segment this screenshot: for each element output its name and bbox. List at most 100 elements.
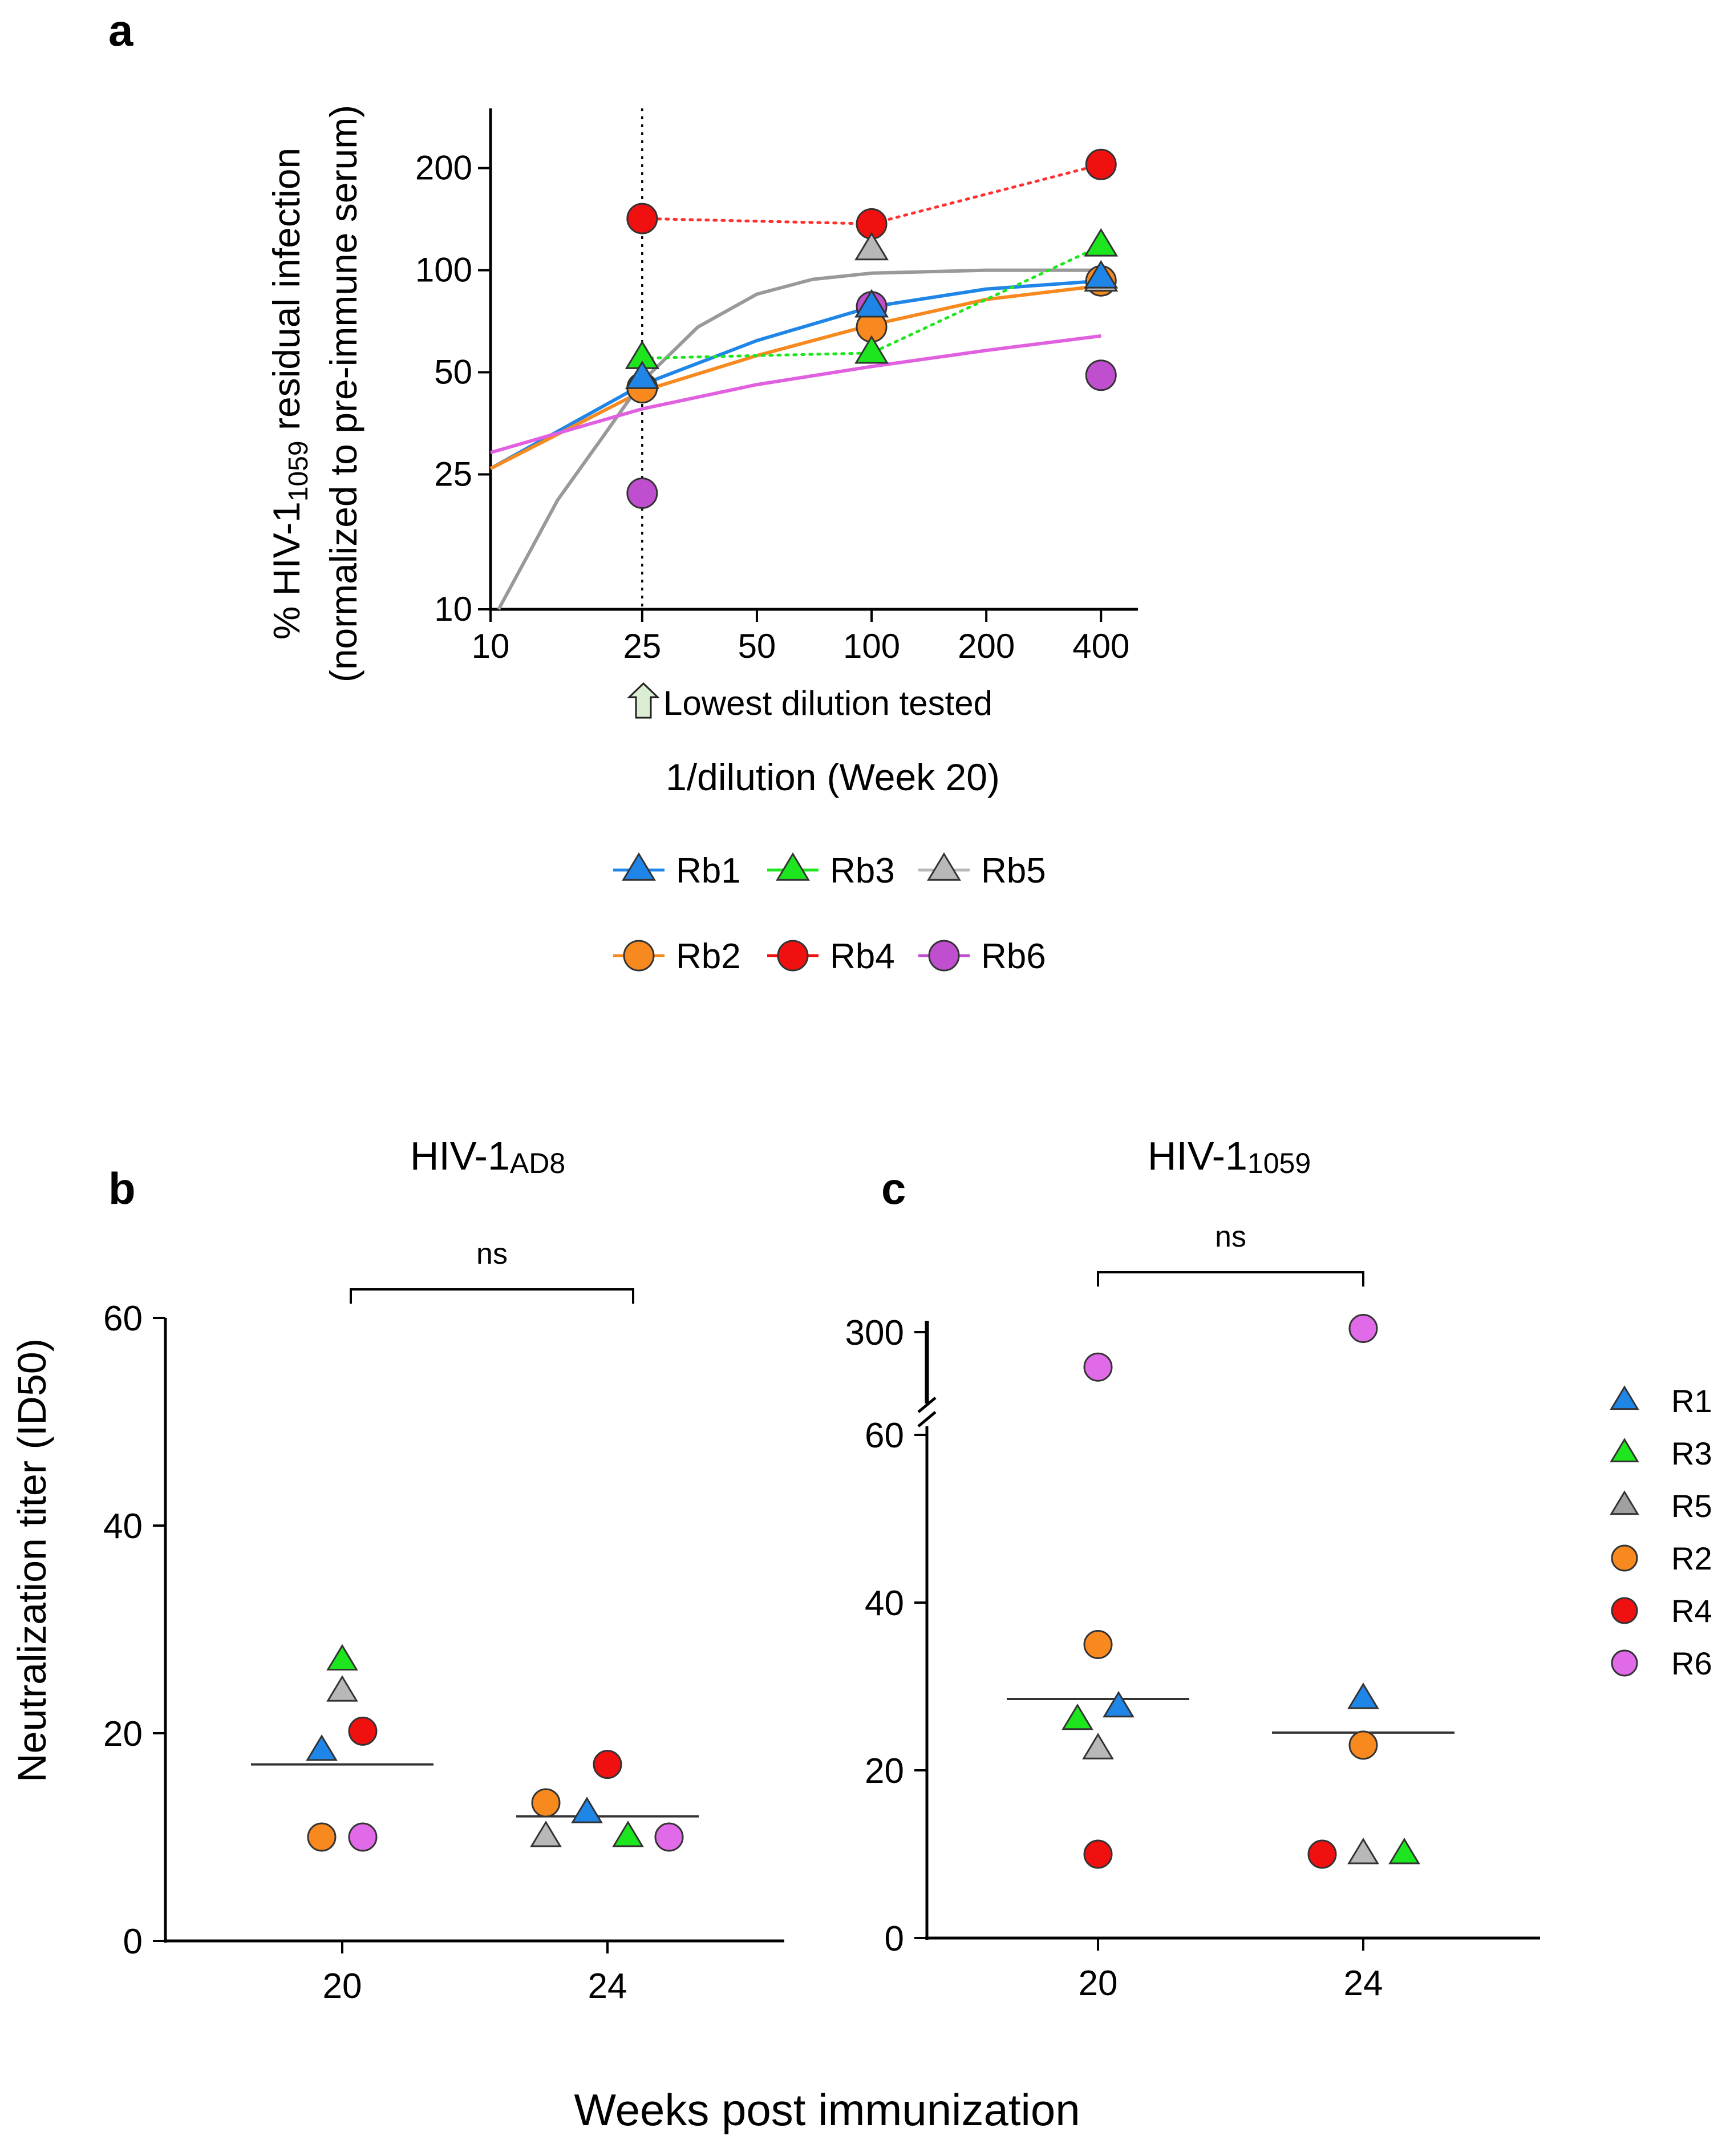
panel-b-chart: HIV-1AD8 Neutralization titer (ID50) 0 20… [10, 1134, 784, 2006]
up-arrow-icon [627, 682, 660, 719]
panel-a-point-rb6 [1085, 359, 1117, 391]
legend-marker-rb1 [622, 852, 656, 881]
panel-c-point-r6 [1348, 1313, 1378, 1343]
panel-b-ylabel: Neutralization titer (ID50) [10, 1338, 54, 1782]
panel-a-x-tick-label: 10 [472, 627, 510, 665]
panel-b-y-tick-label: 60 [103, 1299, 143, 1338]
legend-label-r4: R4 [1671, 1593, 1712, 1629]
panel-a-point-rb5 [854, 232, 889, 261]
panel-c-point-r4 [1083, 1839, 1113, 1869]
panel-c-point-r6 [1083, 1352, 1113, 1382]
panel-c-point-r4 [1307, 1839, 1337, 1869]
panel-a-x-tick-label: 100 [843, 627, 900, 665]
panel-a-x-tick-label: 400 [1072, 627, 1129, 665]
legend-label-rb5: Rb5 [981, 851, 1046, 891]
panel-a-x-tick-label: 25 [623, 627, 661, 665]
panel-b-point-r1 [571, 1797, 603, 1823]
panel-c-x-tick-label: 20 [1079, 1964, 1118, 2003]
panel-a-xlabel: 1/dilution (Week 20) [666, 756, 1000, 798]
legend-marker-r4 [1611, 1597, 1638, 1624]
panel-b-y-tick-label: 20 [103, 1714, 143, 1754]
panel-a-annotation: Lowest dilution tested [663, 684, 992, 722]
legend-label-rb4: Rb4 [830, 937, 895, 976]
panel-c-point-r2 [1348, 1730, 1378, 1760]
panel-b-y-tick-label: 40 [103, 1507, 143, 1546]
panel-c-point-r3 [1062, 1703, 1093, 1730]
legend-label-rb2: Rb2 [676, 937, 741, 976]
panel-b-significance-bracket [350, 1288, 634, 1304]
panel-a-point-rb1 [625, 360, 659, 389]
panel-a-fit-rb5 [497, 268, 1101, 610]
legend-marker-rb3 [776, 852, 810, 881]
panel-a-fit-rb6 [490, 334, 1101, 455]
legend-label-rb6: Rb6 [981, 937, 1046, 976]
panel-a-point-rb4 [1085, 148, 1117, 180]
legend-marker-r1 [1610, 1385, 1639, 1410]
panel-c-y-tick-label: 0 [885, 1919, 904, 1959]
panel-label-b: b [108, 1163, 136, 1213]
legend-marker-rb6 [928, 940, 960, 972]
panel-label-c: c [881, 1163, 906, 1213]
legend-label-r3: R3 [1671, 1435, 1712, 1471]
panel-b-title: HIV-1AD8 [410, 1134, 565, 1179]
panel-a-y-tick-label: 25 [434, 455, 472, 493]
panel-a-point-rb1 [854, 289, 889, 318]
legend-marker-r3 [1610, 1438, 1639, 1463]
panel-a-x-tick-label: 50 [738, 627, 776, 665]
panel-c-y-tick-label: 20 [865, 1752, 904, 1791]
panel-b-point-r5 [326, 1675, 358, 1702]
panel-c-title: HIV-11059 [1148, 1134, 1311, 1179]
panel-a-y-tick-label: 100 [415, 251, 472, 289]
legend-label-r2: R2 [1671, 1540, 1712, 1576]
panel-b-point-r4 [348, 1716, 378, 1746]
panel-a-legend: Rb1 Rb3 Rb5 Rb2 Rb4 Rb6 [613, 851, 1046, 976]
panel-c-y-tick-label: 300 [845, 1313, 904, 1353]
panel-c-y-tick-label: 40 [865, 1584, 904, 1623]
panel-b-point-r4 [593, 1750, 622, 1779]
panel-c-point-r3 [1388, 1838, 1420, 1864]
legend-label-rb1: Rb1 [676, 851, 741, 891]
panel-b-point-r3 [612, 1821, 644, 1847]
legend-marker-r5 [1610, 1490, 1639, 1515]
panel-a-fit-rb1 [489, 279, 1101, 470]
panel-b-y-tick-label: 0 [123, 1922, 143, 1961]
panel-c-point-r2 [1083, 1630, 1113, 1659]
panel-b-point-r6 [654, 1822, 684, 1852]
panel-a-fit-rb2 [489, 284, 1101, 470]
panel-label-a: a [108, 5, 133, 55]
panel-a-x-tick-label: 200 [958, 627, 1015, 665]
legend-marker-rb4 [777, 940, 809, 972]
panel-a-point-rb4 [626, 203, 658, 234]
legend-label-r5: R5 [1671, 1488, 1712, 1524]
panel-c-significance-label: ns [1215, 1220, 1246, 1253]
legend-marker-r2 [1611, 1544, 1638, 1572]
panel-a-dotted-rb3 [641, 244, 1103, 360]
panel-c-y-tick-label: 60 [865, 1416, 904, 1455]
panel-b-point-r1 [306, 1734, 338, 1761]
panel-b-point-r2 [531, 1788, 561, 1818]
panel-b-x-tick-label: 24 [588, 1967, 627, 2006]
panel-a-point-rb1 [1084, 260, 1119, 289]
panel-b-point-r2 [307, 1822, 337, 1852]
panel-c-point-r1 [1347, 1682, 1379, 1709]
panel-a-point-rb3 [1084, 228, 1119, 257]
panel-c-legend: R1 R3 R5 R2 R4 R6 [1610, 1383, 1712, 1681]
panel-a-y-tick-label: 10 [434, 590, 472, 628]
axis-break-icon [917, 1397, 937, 1427]
panel-b-point-r5 [530, 1821, 562, 1847]
legend-marker-r6 [1611, 1649, 1638, 1677]
panel-c-point-r5 [1082, 1733, 1114, 1759]
panel-c-significance-bracket [1097, 1271, 1364, 1287]
panel-b-point-r3 [326, 1644, 358, 1671]
legend-label-r1: R1 [1671, 1383, 1712, 1419]
panel-c-x-tick-label: 24 [1344, 1964, 1383, 2003]
panel-a-y-tick-label: 50 [434, 353, 472, 391]
panel-a-point-rb6 [626, 477, 658, 509]
weeks-xlabel: Weeks post immunization [574, 2085, 1080, 2135]
legend-label-rb3: Rb3 [830, 851, 895, 891]
panel-a-chart: % HIV-11059 residual infection (normaliz… [265, 105, 1138, 976]
panel-c-point-r5 [1347, 1838, 1379, 1864]
panel-c-point-r1 [1103, 1690, 1135, 1718]
